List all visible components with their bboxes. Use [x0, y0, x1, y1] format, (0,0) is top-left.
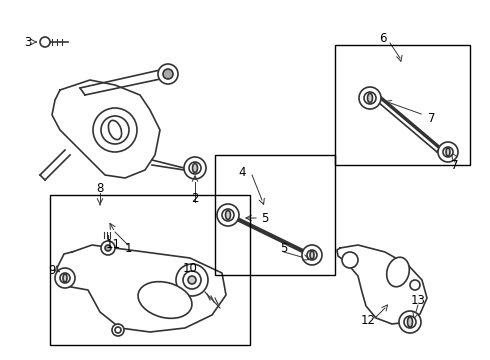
Ellipse shape: [63, 274, 67, 282]
Circle shape: [404, 316, 416, 328]
Circle shape: [438, 142, 458, 162]
Text: 12: 12: [361, 314, 375, 327]
Ellipse shape: [446, 148, 450, 156]
Ellipse shape: [193, 163, 197, 172]
Circle shape: [217, 204, 239, 226]
Text: 4: 4: [238, 166, 246, 179]
Circle shape: [443, 147, 453, 157]
Bar: [215, 155, 335, 275]
Ellipse shape: [108, 120, 122, 140]
Circle shape: [163, 69, 173, 79]
Circle shape: [105, 245, 111, 251]
Circle shape: [40, 37, 50, 47]
Ellipse shape: [408, 317, 413, 327]
Circle shape: [176, 264, 208, 296]
Polygon shape: [52, 80, 160, 178]
Circle shape: [55, 268, 75, 288]
Circle shape: [183, 271, 201, 289]
Circle shape: [101, 241, 115, 255]
Ellipse shape: [310, 251, 314, 259]
Circle shape: [188, 276, 196, 284]
Circle shape: [101, 116, 129, 144]
Ellipse shape: [138, 282, 192, 318]
Ellipse shape: [368, 94, 372, 103]
Circle shape: [158, 64, 178, 84]
Circle shape: [60, 273, 70, 283]
Text: 1: 1: [124, 242, 132, 255]
Circle shape: [93, 108, 137, 152]
Text: 5: 5: [261, 212, 269, 225]
Text: 6: 6: [379, 32, 387, 45]
Ellipse shape: [225, 211, 230, 220]
Bar: [335, 45, 470, 165]
Text: 10: 10: [183, 261, 197, 275]
Circle shape: [399, 311, 421, 333]
Text: 7: 7: [428, 112, 436, 125]
Text: 9: 9: [48, 264, 56, 276]
Circle shape: [364, 92, 376, 104]
Text: 3: 3: [24, 36, 32, 49]
Circle shape: [307, 250, 317, 260]
Circle shape: [184, 157, 206, 179]
Circle shape: [342, 252, 358, 268]
Text: 7: 7: [451, 158, 459, 171]
Text: 8: 8: [97, 181, 104, 194]
Circle shape: [410, 280, 420, 290]
Text: 13: 13: [411, 293, 425, 306]
Polygon shape: [337, 245, 427, 324]
Bar: [50, 195, 250, 345]
Text: 2: 2: [191, 192, 199, 204]
Ellipse shape: [387, 257, 409, 287]
Polygon shape: [57, 245, 226, 332]
Circle shape: [359, 87, 381, 109]
Circle shape: [222, 209, 234, 221]
Text: 11: 11: [105, 238, 121, 251]
Circle shape: [189, 162, 201, 174]
Circle shape: [302, 245, 322, 265]
Text: 5: 5: [280, 242, 288, 255]
Circle shape: [112, 324, 124, 336]
Circle shape: [115, 327, 121, 333]
